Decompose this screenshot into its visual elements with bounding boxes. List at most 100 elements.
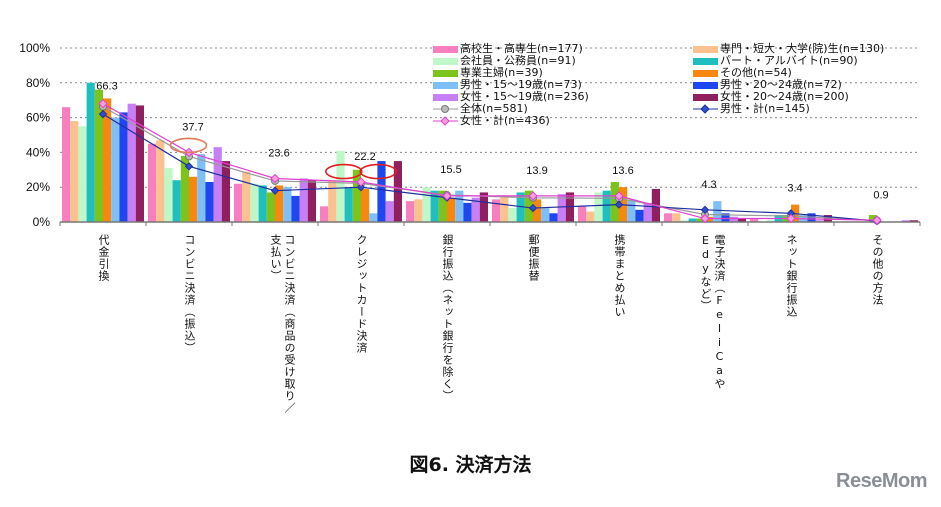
data-label: 13.9 (526, 165, 547, 177)
marker-male (614, 200, 624, 209)
marker-male (270, 186, 280, 195)
bar-9-5 (565, 192, 574, 222)
legend-label: パート・アルバイト(n=90) (720, 54, 858, 67)
legend-swatch (693, 69, 718, 77)
bar-4-1 (180, 155, 189, 222)
highlight-ellipse (324, 163, 363, 180)
marker-male (356, 182, 366, 192)
legend-label: 専業主婦(n=39) (460, 66, 543, 79)
bar-6-3 (369, 213, 378, 222)
y-tick-label: 20% (26, 180, 50, 194)
marker-female (872, 215, 882, 225)
marker-male (700, 205, 710, 215)
legend-swatch (693, 81, 718, 89)
data-label: 13.6 (612, 165, 633, 177)
legend-item: 男性・計(n=145) (693, 102, 810, 115)
bar-7-7 (721, 213, 730, 222)
bar-0-1 (148, 143, 157, 222)
legend-line-swatch (433, 116, 458, 126)
bar-0-2 (234, 183, 243, 222)
legend-swatch (693, 57, 718, 65)
legend-item: 高校生・高専生(n=177) (433, 42, 583, 55)
marker-female (614, 191, 624, 201)
bar-7-1 (205, 181, 214, 222)
bar-2-0 (78, 126, 87, 222)
bar-3-7 (688, 218, 697, 222)
bar-1-7 (672, 213, 681, 222)
bar-8-5 (557, 194, 566, 222)
data-label: 22.2 (354, 151, 375, 163)
bar-7-3 (377, 161, 386, 222)
bar-8-0 (127, 103, 136, 222)
bar-2-6 (594, 192, 603, 222)
legend-item: 女性・15～19歳(n=236) (433, 90, 589, 103)
bar-4-9 (868, 215, 877, 222)
bar-6-0 (111, 117, 120, 222)
bar-2-2 (250, 183, 259, 222)
bar-3-5 (516, 192, 525, 222)
legend-line-swatch (433, 104, 458, 114)
legend-item: 全体(n=581) (433, 102, 528, 115)
bar-9-0 (135, 105, 144, 222)
highlight-ellipse (359, 163, 398, 180)
marker-female (270, 173, 280, 184)
category-label: 携帯まとめ払い (613, 234, 626, 318)
bar-4-5 (524, 190, 533, 222)
data-label: 15.5 (440, 164, 461, 176)
bar-9-1 (221, 161, 230, 222)
bar-6-1 (197, 154, 206, 222)
marker-female (356, 177, 366, 187)
resemom-logo: ReseMom (836, 470, 927, 492)
bar-5-0 (103, 98, 112, 222)
legend-swatch (433, 45, 458, 53)
legend-item: 男性・20～24歳(n=72) (693, 78, 842, 91)
line-1 (102, 113, 878, 222)
legend-label: 女性・15～19歳(n=236) (460, 90, 589, 103)
legend-label: 女性・20～24歳(n=200) (720, 90, 849, 103)
legend-label: 男性・20～24歳(n=72) (720, 78, 842, 91)
bar-7-5 (549, 213, 558, 222)
bar-1-6 (586, 211, 595, 222)
bar-8-7 (729, 216, 738, 222)
legend-swatch (433, 81, 458, 89)
bar-5-1 (189, 176, 198, 222)
category-label: 銀行振込（ネット銀行を除く） (441, 234, 454, 402)
data-label: 0.9 (873, 189, 888, 201)
legend-item: 専業主婦(n=39) (433, 66, 543, 79)
bar-4-0 (94, 89, 103, 222)
bar-0-5 (492, 199, 501, 222)
legend-swatch (693, 45, 718, 53)
legend-label: その他(n=54) (720, 66, 792, 79)
legend-item: 女性・20～24歳(n=200) (693, 90, 849, 103)
legend-item: その他(n=54) (693, 66, 792, 79)
bar-2-7 (680, 220, 689, 222)
bar-6-6 (627, 199, 636, 222)
bar-3-6 (602, 190, 611, 222)
bar-4-7 (696, 218, 705, 222)
bar-0-3 (320, 206, 329, 222)
category-label: その他の方法 (871, 234, 884, 306)
category-label: 郵便振替 (527, 234, 540, 282)
marker-female (98, 98, 108, 109)
marker-female (528, 191, 538, 201)
category-label: ネット銀行振込 (785, 234, 798, 318)
bar-6-5 (541, 208, 550, 222)
bar-4-4 (438, 190, 447, 222)
marker-male (528, 203, 538, 213)
data-label: 3.4 (787, 182, 802, 194)
bar-0-0 (62, 107, 71, 222)
line-2 (102, 103, 878, 221)
bar-7-4 (463, 202, 472, 222)
bar-4-6 (610, 181, 619, 222)
bar-3-3 (344, 187, 353, 222)
bar-6-7 (713, 201, 722, 222)
y-tick-label: 40% (26, 145, 50, 159)
bar-7-0 (119, 112, 128, 222)
bar-8-6 (643, 202, 652, 222)
data-label: 4.3 (701, 179, 716, 191)
bar-0-6 (578, 206, 587, 222)
marker-female (442, 191, 452, 201)
bar-5-7 (705, 216, 714, 222)
legend-item: 会社員・公務員(n=91) (433, 54, 576, 67)
bar-2-4 (422, 187, 431, 222)
